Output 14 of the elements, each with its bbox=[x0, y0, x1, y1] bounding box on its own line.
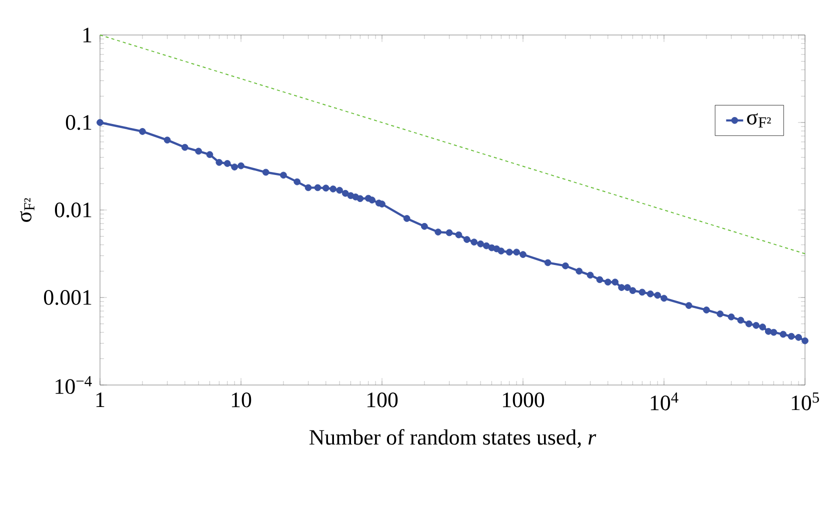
y-tick-label: 1 bbox=[83, 28, 92, 42]
y-axis-title: σ$_{F²}$ bbox=[20, 198, 34, 222]
y-tick-label: 0.1 bbox=[66, 115, 92, 130]
y-tick-label: 0.01 bbox=[54, 202, 92, 218]
x-tick-label: 10$^{5}$ bbox=[792, 392, 819, 410]
x-axis-title: Number of random states used, r bbox=[309, 429, 596, 448]
x-tick-label: 10$^{4}$ bbox=[650, 392, 678, 410]
y-tick-label: 10$^{−4}$ bbox=[56, 376, 92, 394]
x-tick-label: 10 bbox=[232, 392, 252, 408]
x-tick-label: 1 bbox=[96, 392, 104, 407]
legend-label: σ$_{F²}$ bbox=[747, 113, 771, 128]
x-tick-label: 100 bbox=[367, 392, 398, 408]
y-tick-label: 0.001 bbox=[44, 290, 92, 305]
x-tick-label: 1000 bbox=[503, 392, 544, 408]
